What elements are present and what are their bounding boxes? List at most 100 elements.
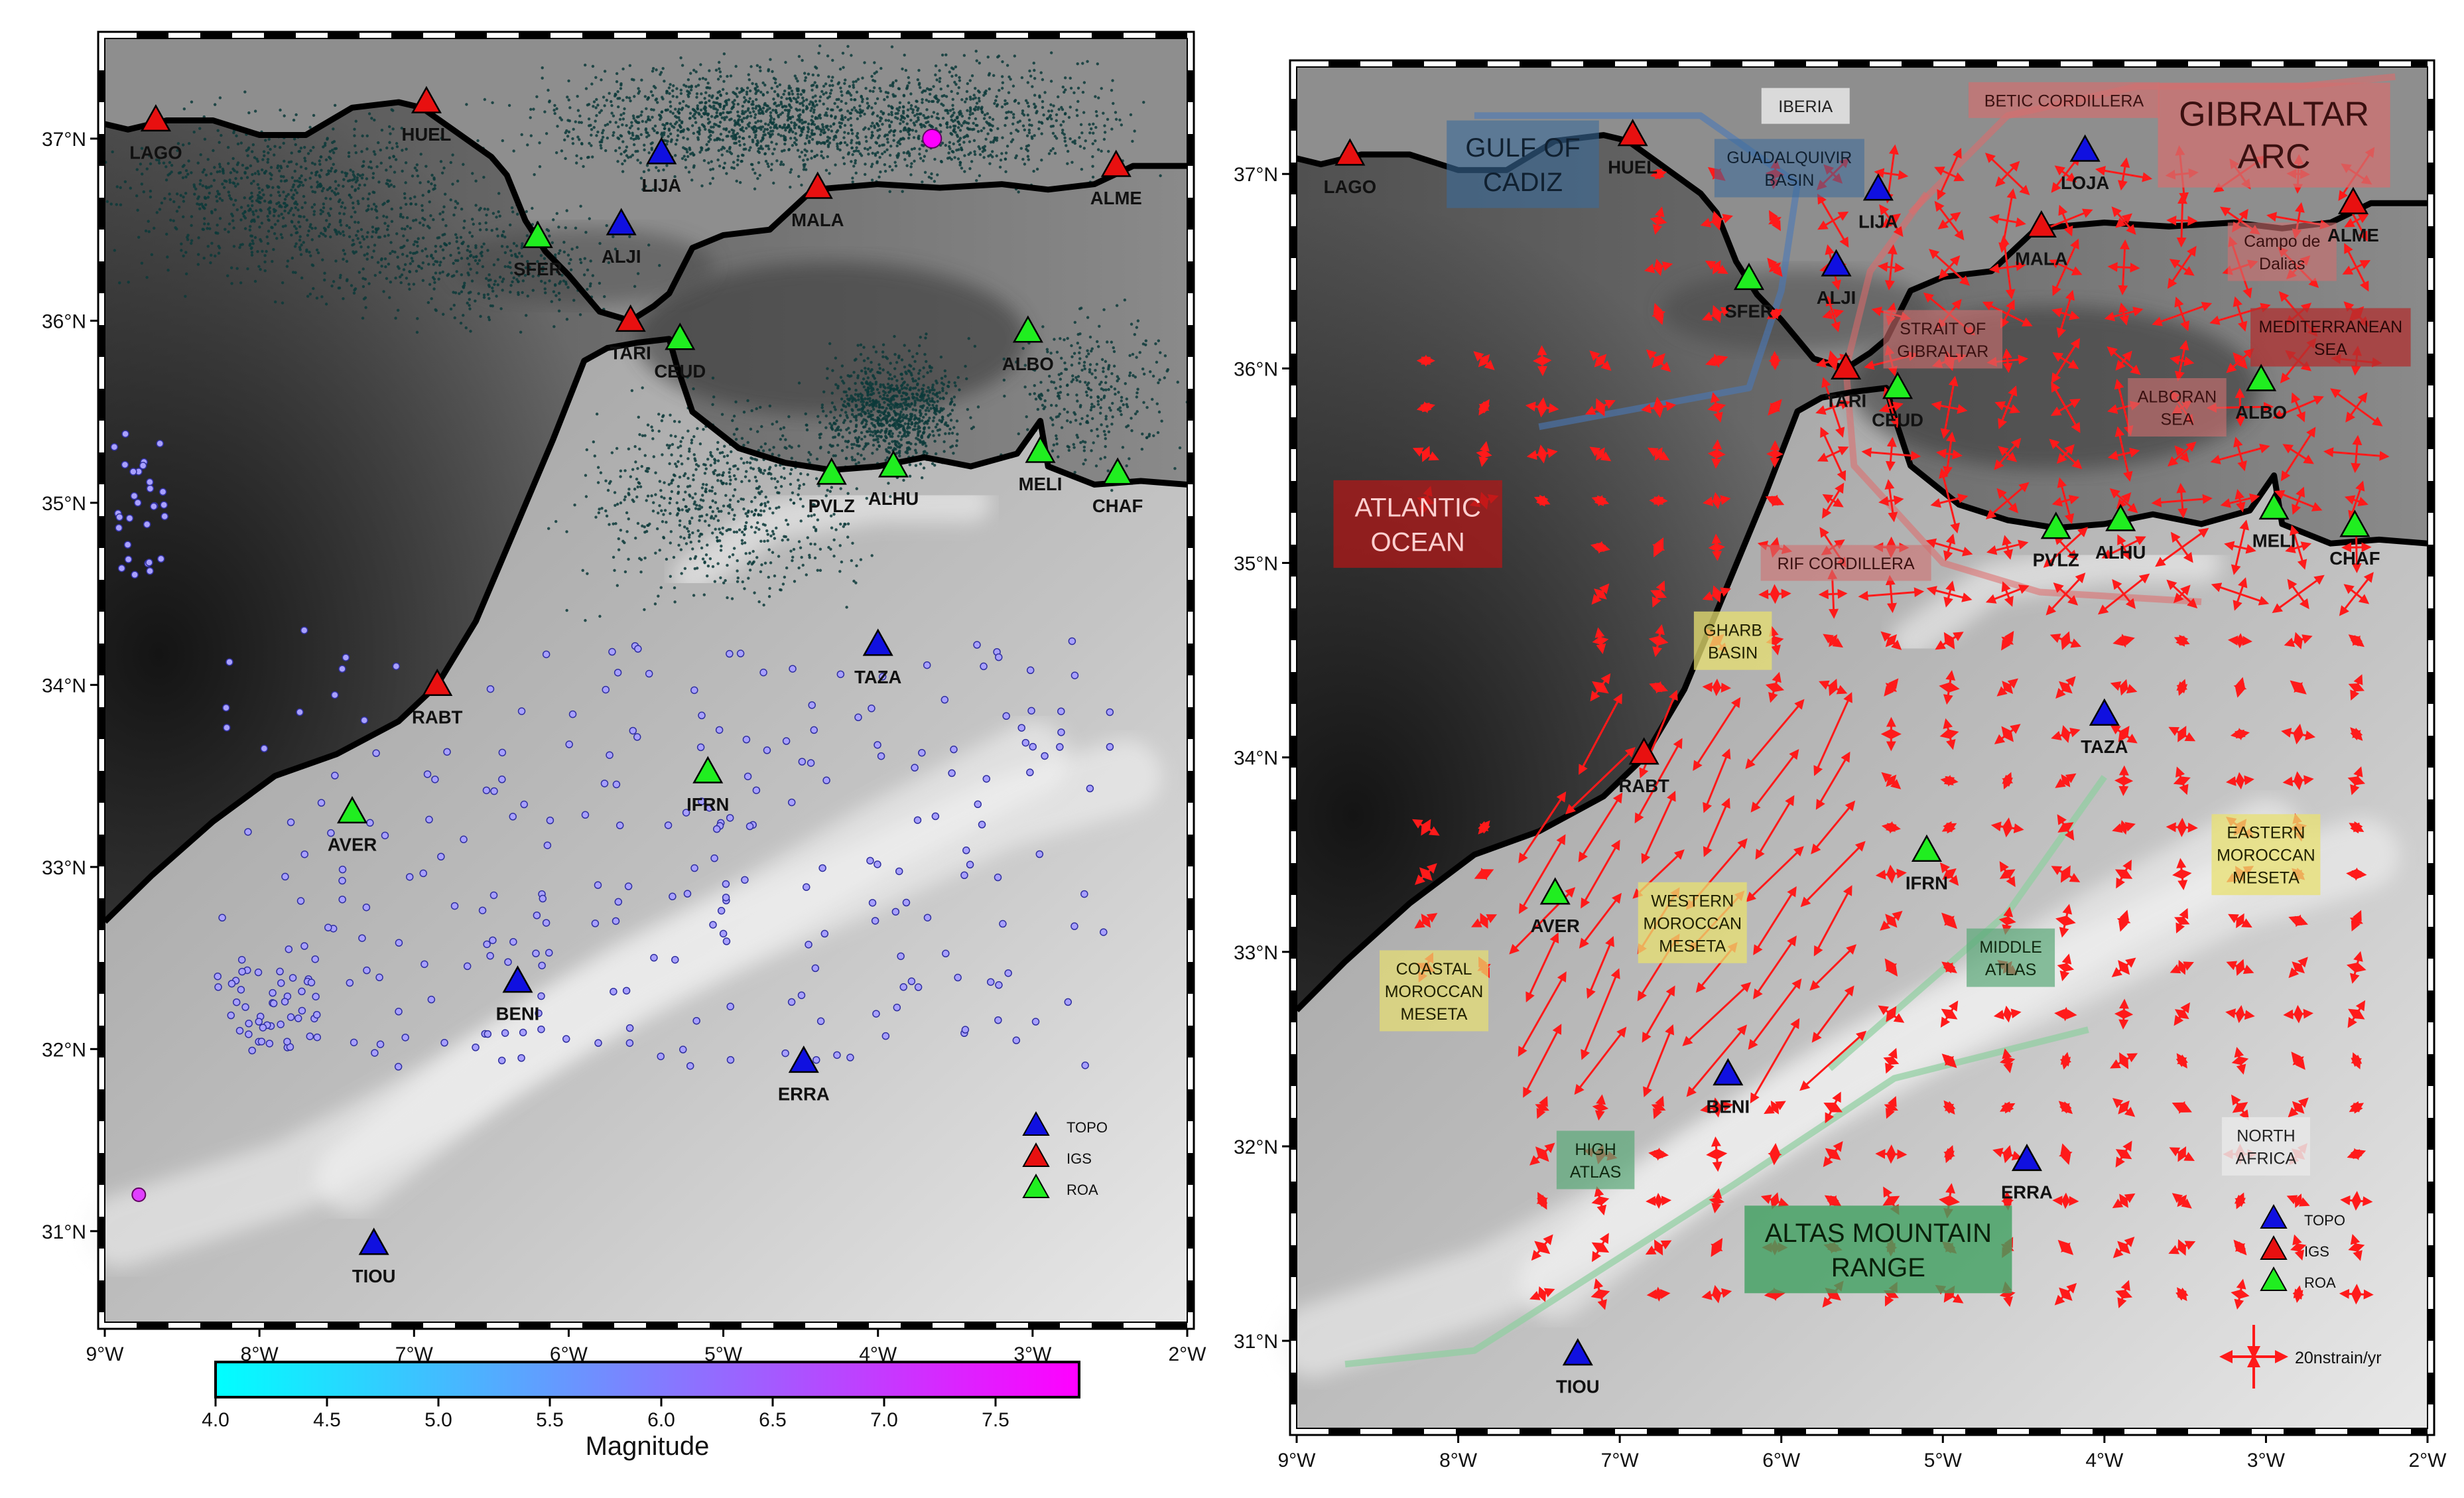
seismic-event [726,111,729,114]
seismic-event [360,150,363,153]
seismic-event [960,124,964,127]
seismic-event [940,160,943,164]
seismic-event [919,409,922,413]
seismic-event [894,413,897,417]
seismic-event [872,86,876,90]
seismic-event [348,226,352,230]
seismic-event [292,213,295,217]
seismic-event [640,78,643,82]
seismic-event [905,122,909,125]
seismic-event [299,215,302,218]
seismic-event [939,77,942,80]
seismic-event [379,161,383,165]
seismic-event [706,117,710,121]
seismic-event [1104,417,1108,421]
seismic-event [688,493,691,497]
seismic-event [430,173,434,177]
seismic-event [541,66,544,70]
seismic-event [135,194,139,198]
seismic-event [1089,388,1093,392]
seismic-event [1033,134,1036,137]
seismic-event [797,540,801,543]
seismic-event [956,433,959,436]
seismic-event [198,127,202,130]
seismic-event [1108,406,1112,410]
seismic-event [1099,457,1102,460]
seismic-event [962,54,966,57]
seismic-event [321,210,324,214]
seismic-event [621,67,625,71]
seismic-event [1080,417,1084,421]
seismic-event [852,84,855,87]
seismic-event [711,167,715,171]
seismic-event [905,151,909,155]
seismic-event [870,124,873,128]
seismic-event [678,523,682,527]
seismic-event [775,85,779,88]
seismic-event [140,182,144,186]
seismic-event [496,258,500,261]
seismic-event [873,377,877,380]
seismic-event [864,366,867,370]
seismic-event [856,439,859,443]
seismic-event [908,474,912,478]
seismic-event [828,443,832,447]
seismic-event [373,243,377,247]
seismic-event [1022,113,1026,117]
seismic-event [887,113,891,116]
seismic-event [819,445,822,449]
seismic-event [364,306,367,309]
seismic-event [270,226,273,229]
seismic-event [597,511,601,515]
seismic-event [399,206,403,210]
seismic-event [851,176,854,180]
seismic-event [1011,122,1015,125]
seismic-event [585,448,589,452]
seismic-event [938,80,941,84]
seismic-event [1017,102,1021,105]
seismic-event [520,244,524,247]
seismic-event [1021,109,1025,113]
seismic-event [690,85,693,89]
seismic-event [797,54,801,58]
seismic-event [247,146,251,150]
seismic-event [292,224,296,228]
seismic-event [910,162,913,165]
seismic-event [863,147,867,151]
seismic-event [1076,341,1080,345]
seismic-event [254,209,258,212]
seismic-event [358,183,361,187]
seismic-event [732,494,735,498]
seismic-event [916,382,919,385]
seismic-event [1157,381,1160,385]
seismic-event [820,130,823,133]
seismic-event [928,389,931,392]
seismic-event [1045,348,1049,351]
seismic-event [736,110,740,113]
seismic-event [194,187,198,191]
seismic-event [720,510,723,513]
seismic-event [978,61,981,65]
seismic-event [248,243,251,247]
seismic-event [403,263,407,267]
seismic-event [1063,407,1066,411]
seismic-event [789,137,793,140]
seismic-event [866,97,869,101]
seismic-event [696,84,700,87]
seismic-event [361,277,365,280]
seismic-event [347,155,351,158]
seismic-event [962,135,966,139]
seismic-event [669,575,673,578]
seismic-event [708,557,712,561]
seismic-event [921,159,925,163]
seismic-event [895,379,899,382]
seismic-event [580,141,584,145]
seismic-event [830,79,834,82]
seismic-event [824,169,828,172]
seismic-event [722,111,725,115]
seismic-event [756,141,760,145]
seismic-event [946,111,950,115]
seismic-event [754,133,757,137]
seismic-event [641,188,645,191]
seismic-event [718,67,721,70]
